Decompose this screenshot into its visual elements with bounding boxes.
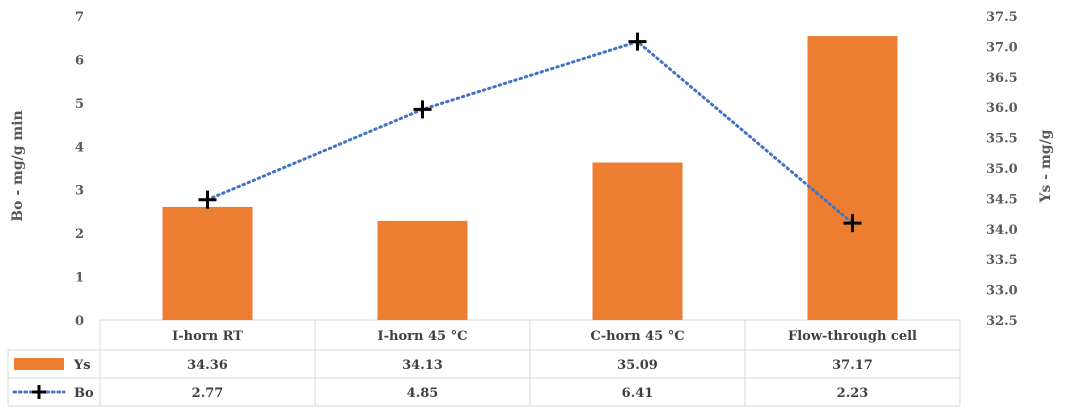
right-tick-label: 35.5 [986, 132, 1018, 147]
bar-series-ys [162, 36, 898, 321]
right-tick-label: 34.5 [986, 192, 1018, 207]
legend-key-ys [14, 358, 64, 370]
table-cell: 6.41 [622, 386, 654, 401]
right-tick-label: 33.5 [986, 253, 1018, 268]
left-tick-label: 5 [75, 97, 84, 112]
left-tick-label: 6 [75, 53, 84, 68]
left-tick-label: 1 [75, 271, 84, 286]
table-cell: 2.77 [192, 386, 224, 401]
bar-ys-1 [377, 220, 468, 320]
right-tick-label: 37.0 [986, 40, 1018, 55]
legend-label: Ys [73, 358, 91, 373]
right-axis-ticks: 32.5 33.0 33.5 34.0 34.5 35.0 35.5 36.0 36.5 37.0… [986, 10, 1018, 329]
table-cell: 35.09 [617, 358, 658, 373]
bar-ys-3 [807, 36, 898, 321]
left-tick-label: 0 [75, 314, 84, 329]
bar-ys-2 [592, 162, 683, 320]
right-tick-label: 37.5 [986, 10, 1018, 25]
line-series-bo [198, 32, 862, 233]
right-tick-label: 32.5 [986, 314, 1018, 329]
table-cell: 2.23 [837, 386, 869, 401]
bar-ys-0 [162, 206, 253, 320]
right-tick-label: 33.0 [986, 284, 1018, 299]
left-axis-title: Bo - mg/g min [10, 110, 26, 221]
legend-label: Bo [74, 386, 94, 401]
left-axis-ticks: 0 1 2 3 4 5 6 7 [75, 10, 84, 329]
marker-bo-2 [628, 32, 647, 51]
category-label: C-horn 45 °C [590, 329, 684, 344]
category-label: Flow-through cell [788, 329, 917, 344]
line-bo-path [206, 39, 854, 225]
table-cell: 34.36 [187, 358, 228, 373]
left-tick-label: 2 [75, 227, 84, 242]
left-tick-label: 7 [75, 10, 84, 25]
right-tick-label: 36.5 [986, 71, 1018, 86]
left-tick-label: 3 [75, 184, 84, 199]
right-axis-title: Ys - mg/g [1038, 129, 1054, 203]
marker-bo-3 [843, 214, 862, 233]
right-tick-label: 36.0 [986, 101, 1018, 116]
category-label: I-horn 45 °C [378, 329, 468, 344]
right-tick-label: 34.0 [986, 223, 1018, 238]
marker-bo-1 [413, 100, 432, 119]
table-cell: 37.17 [832, 358, 873, 373]
left-tick-label: 4 [75, 140, 84, 155]
category-label: I-horn RT [172, 329, 243, 344]
table-cell: 34.13 [402, 358, 443, 373]
right-tick-label: 35.0 [986, 162, 1018, 177]
table-cell: 4.85 [407, 386, 439, 401]
data-table: I-horn RT I-horn 45 °C C-horn 45 °C Flow-th… [12, 329, 917, 401]
legend-key-bo [12, 385, 66, 399]
marker-bo-0 [198, 190, 217, 209]
